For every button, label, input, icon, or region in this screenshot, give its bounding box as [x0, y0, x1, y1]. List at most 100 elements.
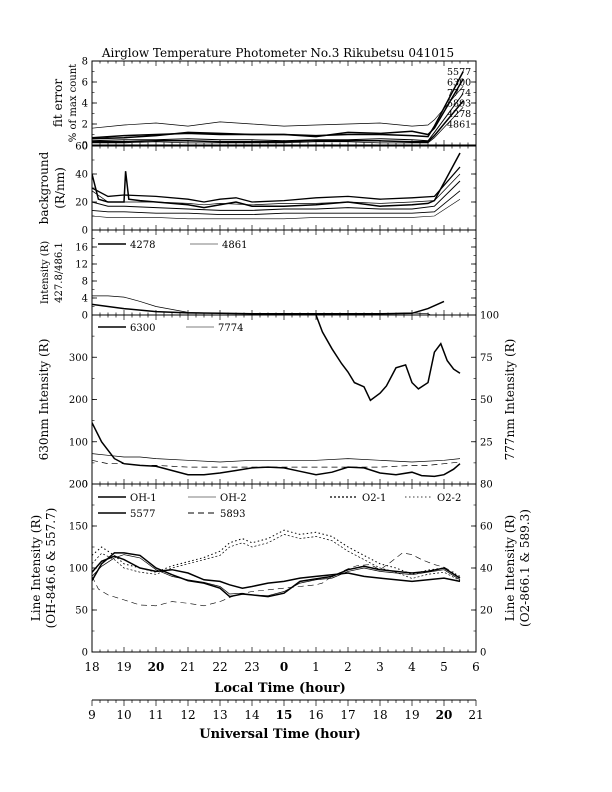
- y-tick-label: 8: [82, 57, 88, 68]
- y-axis-label: (OH-846.6 & 557.7): [44, 508, 58, 629]
- series-line-5577: [92, 71, 464, 139]
- y-tick-label: 300: [69, 353, 88, 364]
- ut-tick-15: 15: [276, 708, 293, 722]
- local-time-tick-23: 23: [244, 660, 259, 674]
- series-line-6300: [92, 78, 464, 140]
- ut-tick-18: 18: [372, 708, 387, 722]
- y-right-tick-label: 20: [480, 606, 493, 617]
- legend-item-7774: 7774: [447, 88, 471, 99]
- local-time-tick-19: 19: [116, 660, 131, 674]
- series-line-bg-1: [92, 166, 461, 203]
- ut-tick-14: 14: [244, 708, 260, 722]
- legend-5893-label: 5893: [220, 509, 245, 520]
- y-tick-label: 0: [82, 141, 88, 152]
- panel-frame: [91, 314, 477, 485]
- y-tick-label: 40: [75, 170, 88, 181]
- series-line-5577: [92, 555, 461, 589]
- y-axis-label: background: [37, 151, 51, 224]
- y-tick-label: 2: [82, 120, 88, 131]
- legend-item-6300: 6300: [447, 78, 471, 89]
- series-line-5893: [92, 552, 454, 607]
- local-time-tick-22: 22: [212, 660, 227, 674]
- y-right-tick-label: 25: [480, 437, 493, 448]
- y-tick-label: 150: [69, 522, 88, 533]
- legend-o21-label: O2-1: [362, 493, 386, 504]
- series-line-4861: [92, 106, 464, 144]
- y-tick-label: 8: [82, 277, 88, 288]
- y-right-axis-label: 777nm Intensity (R): [503, 339, 517, 461]
- local-time-tick-2: 2: [344, 660, 352, 674]
- local-time-tick-4: 4: [408, 660, 416, 674]
- local-time-label: Local Time (hour): [214, 681, 346, 696]
- local-time-axis: 18 19 20 21 22 23 0 1 2 3 4 5 6: [84, 660, 479, 674]
- y-tick-label: 200: [69, 395, 88, 406]
- legend-item-4278: 4278: [447, 109, 471, 120]
- ut-tick-16: 16: [308, 708, 323, 722]
- y-tick-label: 100: [69, 437, 88, 448]
- series-line-7774: [92, 453, 461, 463]
- ut-tick-12: 12: [180, 708, 195, 722]
- series-line-4861: [92, 295, 432, 315]
- y-tick-label: 4: [82, 99, 88, 110]
- y-tick-label: 0: [82, 226, 88, 237]
- ut-tick-13: 13: [212, 708, 227, 722]
- legend-4278-label: 4278: [130, 240, 155, 251]
- legend-6300-label: 6300: [130, 323, 155, 334]
- y-axis-label: fit error: [51, 79, 65, 127]
- y-axis-label: 630nm Intensity (R): [37, 339, 51, 461]
- y-right-tick-label: 80: [480, 480, 493, 491]
- legend-7774-label: 7774: [218, 323, 243, 334]
- local-time-tick-20: 20: [148, 660, 165, 674]
- y-right-tick-label: 75: [480, 353, 493, 364]
- local-time-tick-1: 1: [312, 660, 320, 674]
- universal-time-axis: 9 10 11 12 13 14 15 16 17 18 19 20 21: [88, 699, 484, 722]
- y-axis-label: Intensity (R): [40, 241, 51, 304]
- ut-tick-20: 20: [436, 708, 453, 722]
- y-tick-label: 0: [82, 648, 88, 659]
- local-time-tick-6: 6: [472, 660, 480, 674]
- y-right-axis-label: Line Intensity (R): [503, 515, 517, 621]
- ut-tick-19: 19: [404, 708, 419, 722]
- y-right-tick-label: 50: [480, 395, 493, 406]
- y-tick-label: 50: [75, 606, 88, 617]
- y-right-tick-label: 40: [480, 564, 493, 575]
- y-tick-label: 6: [82, 78, 88, 89]
- legend-item-4861: 4861: [447, 120, 471, 131]
- panel-fit-error: 0 2 4 6 8 fit error% of max count: [51, 57, 477, 152]
- y-tick-label: 12: [75, 260, 88, 271]
- local-time-tick-21: 21: [180, 660, 195, 674]
- series-line-OH-1: [92, 552, 461, 598]
- series-line-bg-0: [92, 152, 461, 209]
- ut-tick-17: 17: [340, 708, 355, 722]
- y-tick-label: 200: [69, 480, 88, 491]
- legend-item-5893: 5893: [447, 99, 471, 110]
- y-tick-label: 0: [82, 480, 88, 491]
- local-time-tick-3: 3: [376, 660, 384, 674]
- y-tick-label: 16: [75, 243, 88, 254]
- legend-oh1-label: OH-1: [130, 493, 157, 504]
- series-line-bg-5: [92, 198, 461, 220]
- panel-background: 0 20 40 60 background (R/nm): [37, 142, 477, 237]
- legend-630-777: 6300 7774: [98, 323, 243, 334]
- y-axis-label: 427.8/486.1: [54, 242, 65, 303]
- y-right-tick-label: 0: [480, 648, 486, 659]
- series-line-6300: [92, 422, 461, 478]
- y-right-tick-label: 100: [480, 311, 499, 322]
- panel-630/777: 0 100 200 300 25 50 75 100 630nm Intensity (R) 77…: [37, 311, 517, 491]
- legend-oh2-label: OH-2: [220, 493, 247, 504]
- y-axis-label: (R/nm): [53, 167, 67, 209]
- chart-title: Airglow Temperature Photometer No.3 Riku…: [101, 46, 454, 60]
- legend-o22-label: O2-2: [437, 493, 461, 504]
- series-line-7774: [92, 85, 464, 129]
- y-tick-label: 100: [69, 564, 88, 575]
- legend-line-intensity: OH-1 OH-2 O2-1 O2-2 5577 5893: [98, 493, 461, 520]
- y-tick-label: 60: [75, 142, 88, 153]
- series-line-5893: [92, 93, 464, 142]
- series-line-7774-intensity-: [92, 459, 461, 468]
- y-tick-label: 0: [82, 311, 88, 322]
- universal-time-label: Universal Time (hour): [199, 727, 361, 742]
- series-line-6300-night-: [315, 315, 461, 402]
- ut-tick-21: 21: [468, 708, 483, 722]
